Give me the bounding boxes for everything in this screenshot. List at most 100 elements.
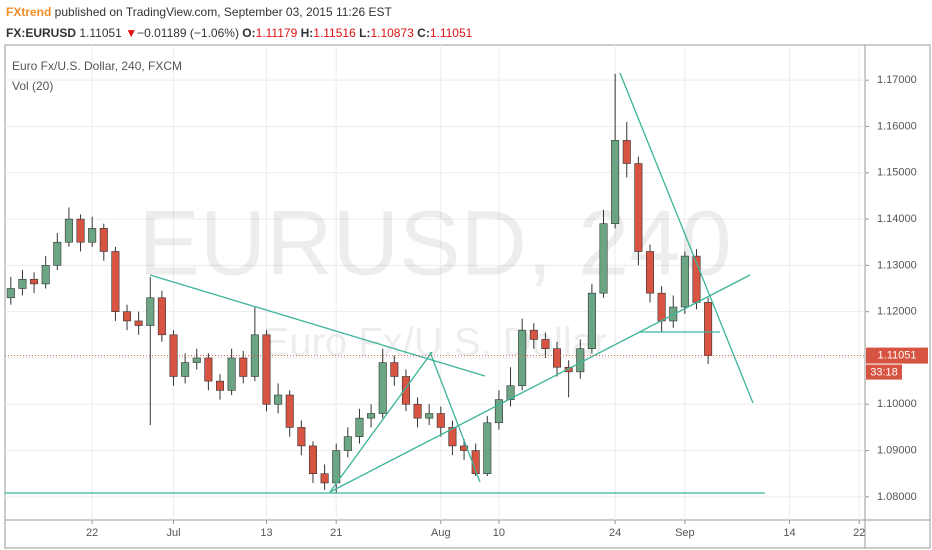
candle-body	[611, 140, 620, 225]
change-arrow: ▼	[125, 26, 138, 40]
candle-body	[436, 413, 445, 428]
y-tick-label: 1.16000	[877, 120, 917, 132]
x-tick-label: 10	[493, 527, 505, 539]
candle-body	[332, 450, 341, 484]
candle-body	[657, 292, 666, 322]
x-tick-label: 24	[609, 527, 621, 539]
watermark: EURUSD, 240	[138, 192, 731, 294]
candle-body	[134, 320, 143, 326]
change: −0.01189 (−1.06%)	[137, 26, 239, 40]
candle-body	[413, 403, 422, 419]
low: 1.10873	[370, 26, 414, 40]
candle-body	[390, 362, 399, 377]
last-price-box	[866, 347, 928, 364]
trend-line	[619, 72, 754, 404]
candle-body	[599, 223, 608, 294]
trend-line	[329, 274, 751, 493]
header-line: FXtrend published on TradingView.com, Se…	[6, 5, 392, 19]
candle-body	[146, 297, 155, 326]
candle-body	[494, 399, 503, 424]
x-tick-label: 22	[853, 527, 865, 539]
candle-body	[227, 357, 236, 391]
x-tick-label: Aug	[431, 527, 451, 539]
h-label: H:	[300, 26, 314, 40]
candle-body	[518, 329, 527, 387]
l-label: L:	[359, 26, 371, 40]
author[interactable]: FXtrend	[6, 5, 52, 19]
candle-body	[41, 265, 50, 285]
candle-body	[285, 394, 294, 428]
candle-body	[448, 427, 457, 447]
high: 1.11516	[313, 26, 356, 40]
candle-body	[239, 357, 248, 377]
candle-body	[680, 255, 689, 308]
chart-title: Euro Fx/U.S. Dollar, 240, FXCM	[12, 59, 182, 73]
candle-body	[53, 241, 62, 266]
candle-body	[343, 436, 352, 451]
candle-body	[378, 362, 387, 414]
trend-line	[429, 351, 481, 483]
candle-body	[483, 422, 492, 475]
y-tick-label: 1.15000	[877, 167, 917, 179]
trend-line	[149, 274, 486, 377]
open: 1.11179	[255, 26, 298, 40]
candle-body	[204, 357, 213, 382]
candle-body	[587, 292, 596, 350]
candle-body	[262, 334, 271, 405]
candle-body	[215, 380, 225, 391]
candle-body	[622, 140, 631, 164]
chart-subtitle: Vol (20)	[12, 79, 53, 93]
candle-body	[181, 362, 190, 377]
x-tick-label: Jul	[166, 527, 180, 539]
candle-body	[367, 413, 376, 419]
candle-body	[704, 302, 713, 356]
candle-body	[6, 288, 15, 299]
candle-body	[553, 348, 562, 368]
candle-body	[308, 445, 317, 475]
y-tick-label: 1.08000	[877, 491, 917, 503]
y-tick-label: 1.09000	[877, 444, 917, 456]
candle-body	[274, 394, 283, 405]
symbol: FX:EURUSD	[6, 26, 77, 40]
candle-body	[88, 228, 97, 243]
published: published on TradingView.com, September …	[51, 5, 392, 19]
quote-line: FX:EURUSD 1.11051 ▼−0.01189 (−1.06%) O:1…	[6, 26, 472, 40]
candle-body	[529, 329, 538, 340]
candle-body	[30, 278, 39, 285]
y-tick-label: 1.12000	[877, 306, 917, 318]
candle-body	[645, 251, 655, 294]
candle-body	[564, 366, 573, 373]
trend-line	[329, 351, 433, 493]
y-tick-label: 1.14000	[877, 213, 917, 225]
y-tick-label: 1.13000	[877, 259, 917, 271]
last-price-label: 1.11051	[878, 350, 917, 362]
header: FXtrend published on TradingView.com, Se…	[0, 0, 932, 44]
candle-body	[576, 348, 585, 373]
candle-body	[401, 376, 410, 405]
candle-body	[111, 251, 120, 312]
trend-lines	[5, 72, 765, 494]
x-tick-label: 21	[330, 527, 342, 539]
x-tick-label: 13	[260, 527, 272, 539]
x-tick-label: 22	[86, 527, 98, 539]
candle-body	[64, 218, 73, 243]
candle-body	[320, 473, 329, 484]
candle-body	[192, 357, 201, 363]
candle-body	[18, 278, 27, 289]
close: 1.11051	[429, 26, 473, 40]
x-tick-label: 14	[783, 527, 795, 539]
candle-body	[99, 228, 108, 252]
countdown-box	[866, 364, 902, 380]
watermark-subtitle: Euro Fx/U.S. Dollar	[263, 321, 608, 365]
candle-body	[425, 413, 434, 419]
candle-body	[460, 445, 469, 451]
o-label: O:	[242, 26, 256, 40]
candle-body	[297, 427, 306, 447]
y-tick-label: 1.10000	[877, 398, 917, 410]
candle-body	[157, 297, 166, 336]
last-price: 1.11051	[79, 26, 122, 40]
x-tick-label: Sep	[675, 527, 695, 539]
candle-body	[506, 385, 515, 400]
